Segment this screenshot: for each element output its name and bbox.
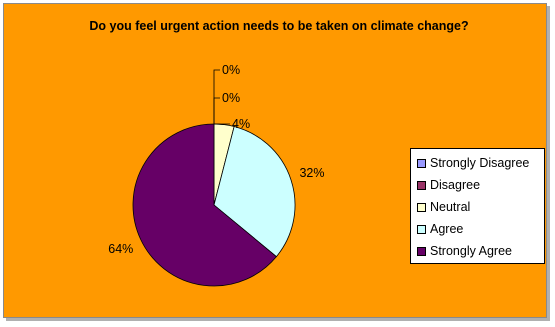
leader-line-disagree xyxy=(213,97,220,124)
legend-label: Agree xyxy=(430,222,464,236)
pie-slice-agree xyxy=(213,126,296,258)
chart-title: Do you feel urgent action needs to be ta… xyxy=(89,19,469,33)
legend-label: Strongly Agree xyxy=(430,244,512,258)
legend-label: Disagree xyxy=(430,178,481,192)
data-label-disagree: 0% xyxy=(222,91,240,105)
leader-line-neutral xyxy=(213,123,230,125)
data-label-strongly-agree: 64% xyxy=(108,242,133,256)
legend-label: Neutral xyxy=(430,200,471,214)
legend-swatch xyxy=(417,246,426,256)
legend-swatch xyxy=(417,180,426,190)
legend-item-neutral: Neutral xyxy=(417,196,544,218)
legend-item-strongly-agree: Strongly Agree xyxy=(417,240,544,262)
legend-swatch xyxy=(417,202,426,212)
data-label-agree: 32% xyxy=(299,166,324,180)
legend: Strongly Disagree Disagree Neutral Agree… xyxy=(410,148,545,264)
data-label-neutral: 4% xyxy=(232,117,250,131)
data-label-strongly-disagree: 0% xyxy=(222,63,240,77)
leader-line-strongly-disagree xyxy=(213,69,220,124)
pie-slice-strongly-agree xyxy=(132,123,277,287)
chart-area: Do you feel urgent action needs to be ta… xyxy=(3,3,547,318)
legend-swatch xyxy=(417,158,426,168)
legend-item-disagree: Disagree xyxy=(417,174,544,196)
legend-swatch xyxy=(417,224,426,234)
legend-item-strongly-disagree: Strongly Disagree xyxy=(417,152,544,174)
legend-item-agree: Agree xyxy=(417,218,544,240)
legend-label: Strongly Disagree xyxy=(430,156,530,170)
pie-chart: 0% 0% 4% 32% 64% xyxy=(108,63,325,287)
